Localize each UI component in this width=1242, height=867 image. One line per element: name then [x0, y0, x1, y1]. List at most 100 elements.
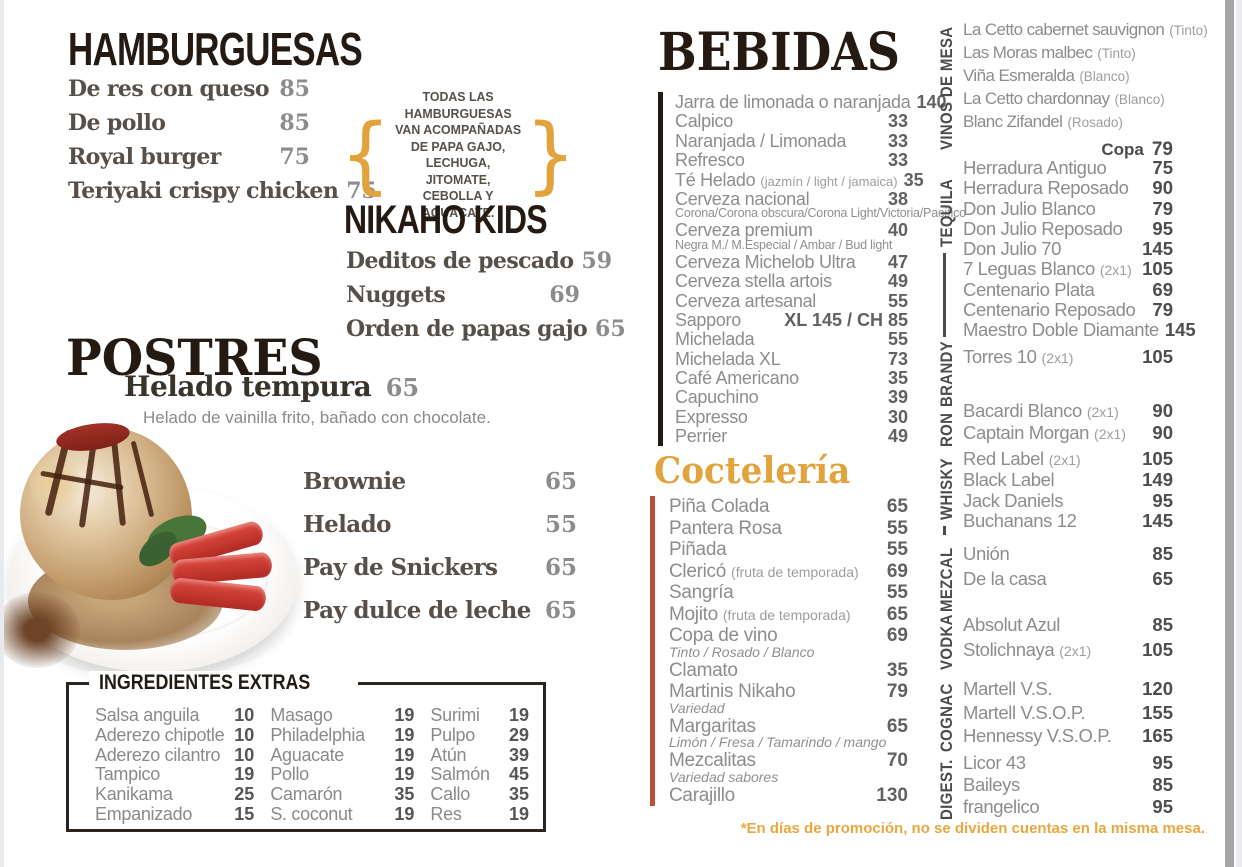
menu-item: Clericó (fruta de temporada) 69 — [669, 561, 908, 583]
section-brandy: BRANDY Torres 10 (2x1) 105 — [933, 341, 1173, 407]
extras-heading: INGREDIENTES EXTRAS — [99, 671, 311, 694]
menu-item-row: Martell V.S.O.P. 155 — [963, 702, 1173, 726]
item-name: Royal burger — [68, 144, 221, 170]
item-name: Absolut Azul — [963, 614, 1061, 635]
cognac-label-col: COGNAC — [933, 678, 963, 754]
item-name: Cerveza Michelob Ultra — [675, 251, 856, 272]
extra-item-row: Camarón 35 — [270, 784, 414, 804]
menu-item-row: Sangría 55 — [669, 582, 908, 604]
item-price: 33 — [887, 111, 908, 132]
menu-item: Cerveza premium 40 Negra M./ M.Especial … — [675, 220, 908, 251]
kids-heading: NIKAHO KIDS — [344, 198, 548, 242]
note-line: JITOMATE, CEBOLLA Y AGUACATE. — [421, 171, 495, 220]
menu-item: Mezcalitas 70 Variedad sabores — [669, 750, 908, 785]
item-price: 105 — [1142, 346, 1173, 367]
note-line: VAN ACOMPAÑADAS — [394, 122, 522, 137]
extras-title-wrap: INGREDIENTES EXTRAS — [89, 671, 358, 695]
item-name: Bacardi Blanco — [963, 400, 1082, 421]
item-name: Pay de Snickers — [303, 554, 498, 581]
section-mezcal: MEZCAL Unión 85 De la casa 65 — [933, 543, 1173, 612]
item-name: Martinis Nikaho — [669, 681, 796, 702]
digest-label-col: DIGEST. — [933, 752, 963, 820]
extra-item-row: Salsa anguila 10 — [95, 705, 254, 725]
item-price: 55 — [887, 290, 908, 311]
menu-item: Piña Colada 65 — [669, 496, 908, 518]
section-vinos-de-mesa: VINOS DE MESA La Cetto cabernet sauvigno… — [933, 20, 1208, 160]
brandy-label-col: BRANDY — [933, 341, 963, 407]
item-price: 65 — [1152, 568, 1173, 589]
item-note: (2x1) — [1094, 425, 1126, 442]
extra-item-row: Kanikama 25 — [95, 784, 254, 804]
item-note: (fruta de temporada) — [731, 563, 859, 580]
ingredientes-extras-box: INGREDIENTES EXTRAS Salsa anguila 10 Ade… — [66, 671, 546, 832]
item-price: 120 — [1142, 678, 1173, 699]
item-name: Piñada — [669, 539, 727, 560]
item-name: Copa de vino — [669, 625, 778, 646]
menu-item-row: Hennessy V.S.O.P. 165 — [963, 725, 1173, 749]
extra-item-row: Res 19 — [430, 804, 529, 824]
item-price: 35 — [903, 169, 924, 190]
item-name: Cerveza artesanal — [675, 290, 816, 311]
menu-item-row: Teriyaki crispy chicken 75 — [68, 178, 377, 212]
item-name: Herradura Antiguo — [963, 157, 1107, 178]
menu-item-row: Cerveza artesanal 55 — [675, 290, 908, 311]
item-price: 59 — [581, 248, 613, 274]
menu-item-row: Stolichnaya (2x1) 105 — [963, 639, 1173, 664]
item-name: Camarón — [270, 784, 343, 805]
item-name: Clericó — [669, 560, 727, 582]
item-name: Refresco — [675, 150, 745, 171]
extra-item-row: Pulpo 29 — [430, 725, 529, 745]
item-note: (2x1) — [1086, 404, 1119, 420]
item-price: 65 — [595, 316, 626, 342]
menu-item-row: Royal burger 75 — [68, 144, 310, 178]
item-note: (2x1) — [1059, 643, 1092, 659]
hamburguesas-note: { TODAS LAS HAMBURGUESAS VAN ACOMPAÑADAS D… — [340, 89, 576, 220]
menu-item-row: 7 Leguas Blanco (2x1) 105 — [963, 258, 1173, 279]
item-price: 85 — [1152, 614, 1173, 635]
promo-footnote: *En días de promoción, no se dividen cue… — [740, 820, 1205, 837]
item-name: Cerveza premium — [675, 220, 813, 241]
extra-item-row: Masago 19 — [270, 705, 414, 725]
item-price: 155 — [1142, 701, 1173, 723]
menu-item-row: Margaritas 65 — [669, 716, 908, 738]
menu-item-row: Capuchino 39 — [675, 387, 908, 407]
scroll-bar[interactable] — [1225, 0, 1234, 867]
page-edge-right — [1236, 0, 1242, 867]
item-name: Nuggets — [346, 282, 446, 308]
item-name: Don Julio 70 — [963, 238, 1062, 260]
item-name: Hennessy V.S.O.P. — [963, 725, 1112, 747]
menu-item: Jarra de limonada o naranjada 140 — [675, 92, 947, 112]
menu-item-row: Refresco 33 — [675, 150, 908, 171]
item-name: Helado — [303, 511, 391, 538]
item-price: 19 — [394, 705, 415, 725]
item-price: 90 — [1152, 421, 1173, 443]
mezcal-label-col: MEZCAL — [933, 543, 963, 612]
kids-list: Deditos de pescado 59 Nuggets 69 Orden d… — [346, 248, 626, 350]
extra-item-row: Aderezo cilantro 10 — [95, 745, 254, 765]
menu-item: Martinis Nikaho 79 Variedad — [669, 681, 908, 716]
item-name: Licor 43 — [963, 752, 1026, 773]
item-price: 130 — [876, 784, 908, 806]
item-name: Martell V.S. — [963, 678, 1053, 699]
item-price: 75 — [346, 178, 377, 204]
section-digestivos: DIGEST. Licor 43 95 Baileys 85 frangelic… — [933, 752, 1173, 820]
menu-item-row: Piñada 55 — [669, 539, 908, 561]
menu-item-row: Jarra de limonada o naranjada 140 — [675, 92, 947, 112]
item-price: 30 — [887, 406, 908, 427]
item-price: 55 — [886, 517, 908, 539]
menu-item-row: Jack Daniels 95 — [963, 490, 1173, 511]
item-subtext: Variedad sabores — [669, 768, 779, 785]
item-price: 85 — [279, 76, 310, 102]
menu-item-row: Unión 85 — [963, 543, 1173, 568]
extra-item-row: Surimi 19 — [430, 705, 529, 725]
item-name: Mojito — [669, 603, 718, 625]
item-price: 33 — [887, 130, 908, 151]
item-price: 55 — [886, 539, 908, 560]
extra-item-row: Aguacate 19 — [270, 745, 414, 765]
menu-item: Café Americano 35 — [675, 368, 908, 388]
item-name: Cerveza stella artois — [675, 271, 832, 292]
section-ron: RON Bacardi Blanco (2x1) 90 Captain Morg… — [933, 397, 1173, 447]
menu-item-row: Torres 10 (2x1) 105 — [963, 346, 1173, 368]
featured-desc: Helado de vainilla frito, bañado con cho… — [143, 408, 491, 427]
